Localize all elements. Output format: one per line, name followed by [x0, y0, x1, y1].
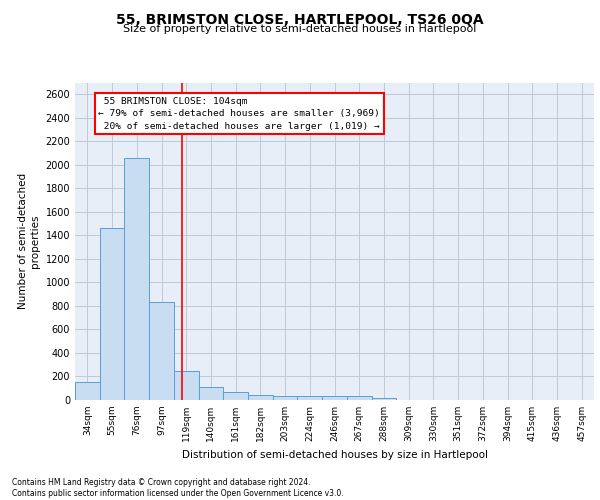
Bar	[248, 394, 273, 400]
Text: 55, BRIMSTON CLOSE, HARTLEPOOL, TS26 0QA: 55, BRIMSTON CLOSE, HARTLEPOOL, TS26 0QA	[116, 12, 484, 26]
Bar	[100, 228, 124, 400]
Bar	[322, 396, 347, 400]
Bar	[174, 370, 199, 400]
Bar	[223, 392, 248, 400]
Text: Size of property relative to semi-detached houses in Hartlepool: Size of property relative to semi-detach…	[124, 24, 476, 34]
Bar	[124, 158, 149, 400]
Bar	[273, 396, 298, 400]
Bar	[347, 396, 371, 400]
Text: 55 BRIMSTON CLOSE: 104sqm
← 79% of semi-detached houses are smaller (3,969)
 20%: 55 BRIMSTON CLOSE: 104sqm ← 79% of semi-…	[98, 96, 380, 130]
X-axis label: Distribution of semi-detached houses by size in Hartlepool: Distribution of semi-detached houses by …	[182, 450, 487, 460]
Bar	[298, 396, 322, 400]
Bar	[149, 302, 174, 400]
Bar	[371, 398, 396, 400]
Bar	[199, 387, 223, 400]
Bar	[75, 382, 100, 400]
Y-axis label: Number of semi-detached
properties: Number of semi-detached properties	[18, 173, 40, 310]
Text: Contains HM Land Registry data © Crown copyright and database right 2024.
Contai: Contains HM Land Registry data © Crown c…	[12, 478, 344, 498]
